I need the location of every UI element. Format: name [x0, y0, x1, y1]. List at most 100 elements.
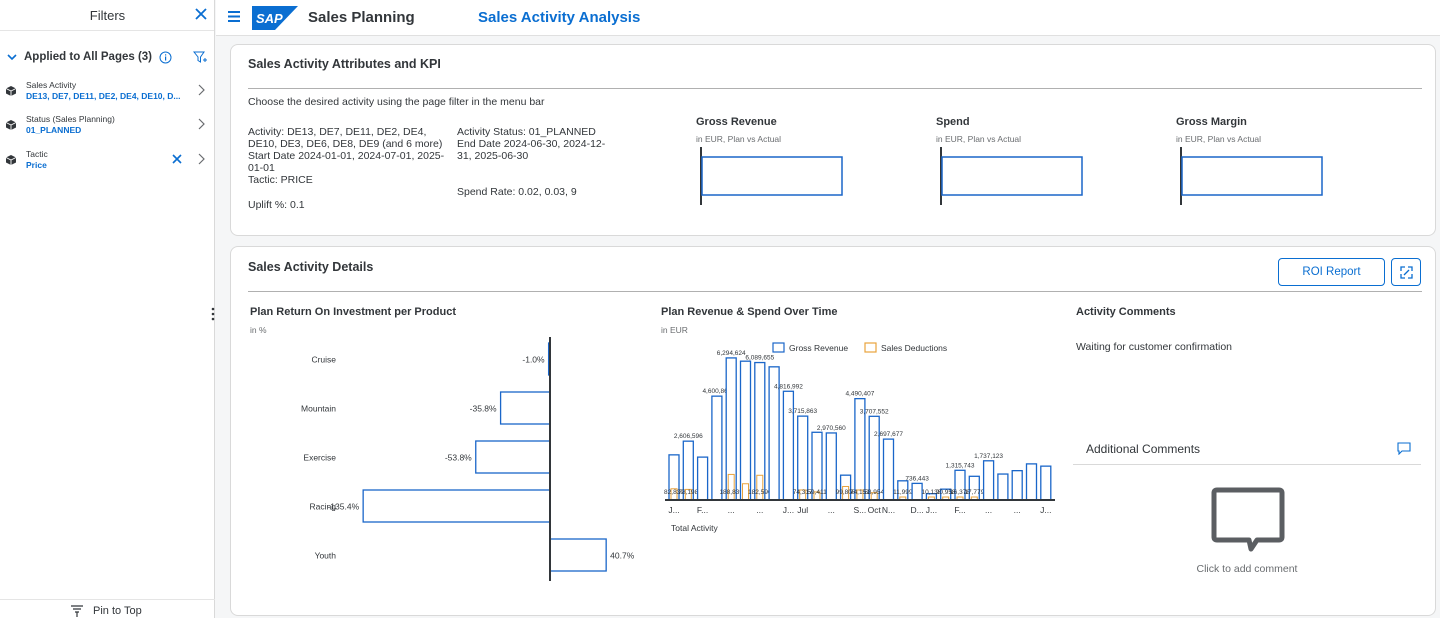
revenue-bar — [868, 415, 880, 501]
remove-filter-icon[interactable] — [171, 153, 183, 165]
activity-attributes: Activity: DE13, DE7, DE11, DE2, DE4, DE1… — [248, 126, 444, 186]
divider — [248, 88, 1422, 89]
kpi-subtitle: in EUR, Plan vs Actual — [936, 134, 1022, 144]
pin-to-top-label: Pin to Top — [93, 605, 142, 617]
kpi-bar — [701, 156, 843, 196]
attribute-line: Start Date 2024-01-01, 2024-07-01, 2025- — [248, 150, 445, 162]
revenue-data-label: 4,490,407 — [845, 391, 874, 398]
revenue-data-label: 1,737,123 — [974, 453, 1003, 460]
x-tick-label: Oct — [868, 505, 882, 515]
svg-text:SAP: SAP — [256, 11, 283, 26]
chevron-right-icon[interactable] — [196, 152, 206, 166]
comment-icon[interactable] — [1397, 442, 1411, 455]
roi-bar-chart[interactable]: Cruise -1.0% Mountain -35.8% Exercise -53.8% R… — [251, 337, 651, 587]
kpi-chart-spend[interactable] — [939, 147, 1089, 207]
revenue-bar — [1011, 470, 1023, 501]
roi-value-label: -135.4% — [327, 502, 359, 512]
deduction-data-label: 188,839 — [719, 489, 743, 496]
attribute-line: 01-01 — [248, 162, 275, 174]
roi-bar — [499, 391, 551, 425]
deduction-bar — [756, 474, 764, 501]
sap-logo: SAP — [252, 6, 298, 30]
pin-to-top-button[interactable]: Pin to Top — [0, 599, 215, 618]
revenue-bar — [882, 438, 895, 501]
revenue-data-label: 1,315,743 — [946, 462, 975, 469]
fullscreen-button[interactable] — [1391, 258, 1421, 286]
x-tick-label: F... — [697, 505, 708, 515]
x-tick-label: J... — [926, 505, 937, 515]
revenue-data-label: 4,600,861 — [702, 388, 731, 395]
revenue-data-label: 3,715,863 — [788, 408, 817, 415]
roi-category-label: Cruise — [311, 355, 336, 365]
activity-status-attributes: Activity Status: 01_PLANNED End Date 202… — [457, 126, 605, 162]
deduction-data-label: 10,138 — [921, 489, 941, 496]
revenue-data-label: 6,089,655 — [745, 355, 774, 362]
card-title: Sales Activity Details — [248, 260, 374, 274]
roi-bar — [362, 489, 551, 523]
comment-bubble-icon[interactable] — [1211, 487, 1285, 553]
page-title[interactable]: Sales Activity Analysis — [478, 9, 641, 26]
panel-resize-handle[interactable] — [210, 306, 216, 322]
applied-to-all-pages[interactable]: Applied to All Pages (3) — [6, 47, 211, 69]
kpi-chart-gross-revenue[interactable] — [699, 147, 849, 207]
revenue-bar — [1025, 463, 1038, 501]
legend-swatch-gross-revenue — [772, 342, 785, 353]
revenue-bar — [797, 415, 809, 501]
revenue-bar — [982, 460, 995, 501]
divider — [1073, 464, 1421, 465]
deduction-data-label: 11,999 — [893, 489, 913, 496]
x-tick-label: ... — [985, 505, 992, 515]
additional-comments-title: Additional Comments — [1086, 442, 1201, 456]
chevron-down-icon[interactable] — [6, 51, 18, 63]
kpi-title-gross-margin: Gross Margin — [1176, 116, 1247, 128]
filter-item-status[interactable]: Status (Sales Planning) 01_PLANNED — [0, 114, 215, 148]
roi-report-button[interactable]: ROI Report — [1278, 258, 1385, 286]
chevron-right-icon[interactable] — [196, 83, 206, 97]
filter-item-tactic[interactable]: Tactic Price — [0, 149, 215, 183]
chevron-right-icon[interactable] — [196, 117, 206, 131]
roi-chart-subtitle: in % — [250, 325, 267, 335]
info-icon[interactable] — [159, 51, 172, 64]
click-to-add-comment[interactable]: Click to add comment — [1196, 563, 1298, 575]
filter-settings-icon[interactable] — [193, 50, 208, 65]
deduction-data-label: 74,151 — [850, 489, 870, 496]
x-tick-label: J... — [668, 505, 679, 515]
applied-to-all-pages-label: Applied to All Pages (3) — [24, 51, 153, 63]
deduction-data-label: 78,198 — [678, 489, 698, 496]
filter-panel: Filters Applied to All Pages (3) Sales A… — [0, 0, 215, 618]
roi-category-label: Racing — [310, 502, 337, 512]
filter-item-name: Tactic — [26, 149, 48, 159]
x-tick-label: D... — [910, 505, 923, 515]
kpi-bar — [941, 156, 1083, 196]
x-tick-label: ... — [728, 505, 735, 515]
x-axis-title: Total Activity — [671, 523, 719, 533]
shell-header: SAP Sales Planning Sales Activity Analys… — [216, 0, 1440, 36]
filter-item-name: Sales Activity — [26, 80, 77, 90]
attributes-kpi-card: Sales Activity Attributes and KPI Choose… — [230, 44, 1436, 236]
filter-item-sales-activity[interactable]: Sales Activity DE13, DE7, DE11, DE2, DE4… — [0, 80, 215, 114]
revenue-chart-title: Plan Revenue & Spend Over Time — [661, 306, 838, 318]
revenue-data-label: 4,816,992 — [774, 383, 803, 390]
x-tick-label: ... — [1014, 505, 1021, 515]
deduction-data-label: 82,839 — [664, 489, 684, 496]
dimension-icon — [5, 120, 17, 130]
uplift-text: Uplift %: 0.1 — [248, 199, 305, 211]
roi-bar — [475, 440, 551, 474]
filter-item-name: Status (Sales Planning) — [26, 114, 115, 124]
revenue-bar — [739, 360, 752, 501]
revenue-bar — [997, 473, 1009, 501]
x-tick-label: J... — [783, 505, 794, 515]
kpi-title-spend: Spend — [936, 116, 970, 128]
revenue-spend-chart[interactable]: Gross Revenue Sales Deductions 82,839 J... 2… — [661, 339, 1061, 587]
revenue-data-label: 2,697,677 — [874, 431, 903, 438]
roi-value-label: -1.0% — [522, 355, 545, 365]
attribute-line: End Date 2024-06-30, 2024-12- — [457, 138, 606, 150]
menu-icon[interactable] — [228, 11, 240, 22]
close-icon[interactable] — [192, 5, 210, 23]
revenue-data-label: 2,970,560 — [817, 425, 846, 432]
x-tick-label: F... — [954, 505, 965, 515]
legend-label-sales-deductions: Sales Deductions — [881, 343, 947, 353]
revenue-data-label: 3,707,552 — [860, 408, 889, 415]
roi-value-label: -53.8% — [445, 453, 472, 463]
kpi-chart-gross-margin[interactable] — [1179, 147, 1329, 207]
